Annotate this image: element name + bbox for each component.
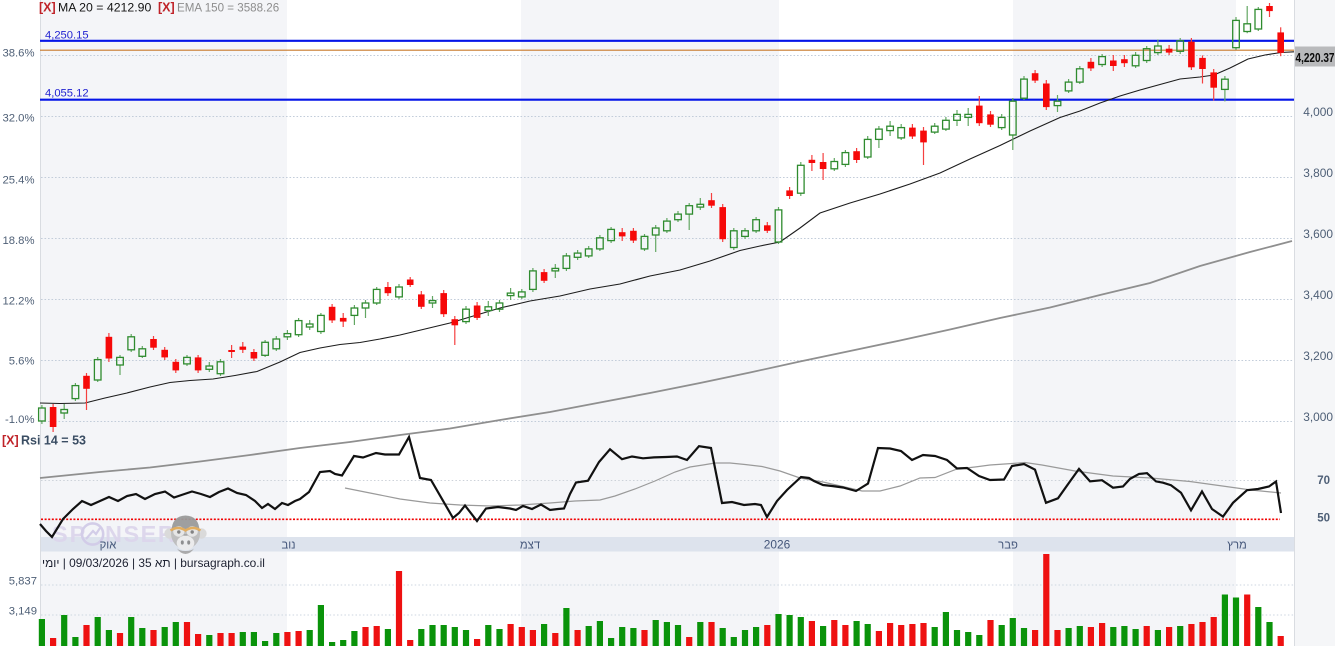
svg-text:5,837: 5,837 [9, 576, 37, 588]
svg-text:3,000: 3,000 [1303, 410, 1333, 424]
svg-text:MA 20 = 4212.90: MA 20 = 4212.90 [58, 1, 151, 15]
svg-text:4,000: 4,000 [1303, 105, 1333, 119]
svg-text:אוק: אוק [100, 539, 117, 551]
svg-text:38.6%: 38.6% [2, 47, 34, 59]
svg-text:[X]: [X] [2, 434, 19, 448]
svg-text:4,220.37: 4,220.37 [1296, 50, 1335, 65]
svg-text:נוב: נוב [281, 539, 295, 551]
svg-text:3,149: 3,149 [9, 606, 37, 618]
svg-text:[X]: [X] [158, 1, 175, 15]
svg-text:4,250.15: 4,250.15 [45, 30, 89, 42]
svg-text:2026: 2026 [764, 537, 791, 551]
svg-text:3,400: 3,400 [1303, 288, 1333, 302]
svg-text:4,055.12: 4,055.12 [45, 88, 89, 100]
svg-text:25.4%: 25.4% [2, 174, 34, 186]
svg-text:NSER: NSER [105, 521, 176, 547]
svg-text:3,800: 3,800 [1303, 166, 1333, 180]
svg-text:דצמ: דצמ [520, 539, 540, 551]
svg-text:3,200: 3,200 [1303, 349, 1333, 363]
svg-text:מרץ: מרץ [1227, 539, 1247, 551]
svg-text:70: 70 [1317, 475, 1330, 487]
svg-text:12.2%: 12.2% [2, 296, 34, 308]
svg-text:EMA 150 = 3588.26: EMA 150 = 3588.26 [177, 2, 279, 15]
svg-text:פבר: פבר [998, 539, 1018, 551]
svg-text:32.0%: 32.0% [2, 112, 34, 124]
svg-text:Rsi 14 = 53: Rsi 14 = 53 [21, 434, 86, 448]
svg-text:SP: SP [52, 521, 87, 547]
svg-text:18.8%: 18.8% [2, 235, 34, 247]
svg-text:50: 50 [1317, 513, 1330, 525]
svg-text:5.6%: 5.6% [9, 356, 35, 368]
svg-text:3,600: 3,600 [1303, 227, 1333, 241]
svg-text:[X]: [X] [39, 1, 56, 15]
svg-text:-1.0%: -1.0% [5, 414, 35, 426]
svg-text:יומי‎ | 09/03/2026 | 35‎ תא |: יומי‎ | 09/03/2026 | 35‎ תא | bursagraph… [42, 556, 265, 570]
